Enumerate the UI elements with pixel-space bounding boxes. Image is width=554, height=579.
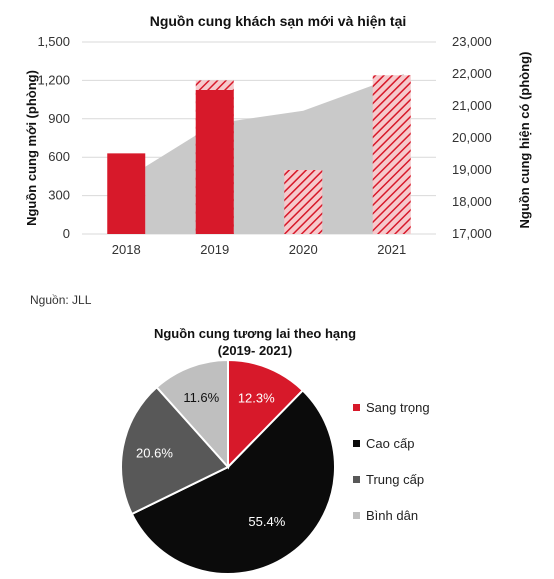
left-tick-label: 1,200	[37, 72, 70, 87]
x-tick-label: 2018	[112, 242, 141, 257]
legend-swatch	[353, 404, 360, 411]
source-note: Nguồn: JLL	[30, 293, 92, 307]
legend-label: Bình dân	[366, 508, 418, 523]
right-tick-label: 22,000	[452, 66, 492, 81]
left-tick-label: 900	[48, 111, 70, 126]
pie-title-line2: (2019- 2021)	[218, 343, 292, 358]
bar-chart-title: Nguồn cung khách sạn mới và hiện tại	[150, 13, 407, 29]
pie-slice-label: 20.6%	[136, 446, 173, 461]
right-tick-label: 18,000	[452, 194, 492, 209]
left-tick-label: 1,500	[37, 34, 70, 49]
bar-series	[107, 75, 411, 235]
left-axis-ticks: 0 300 600 900 1,200 1,500	[37, 34, 70, 241]
legend-swatch	[353, 440, 360, 447]
pie-chart: 12.3% 55.4% 20.6% 11.6%	[120, 358, 336, 575]
x-tick-label: 2019	[200, 242, 229, 257]
bar-new-supply	[107, 153, 146, 234]
pie-title-line1: Nguồn cung tương lai theo hạng	[154, 326, 356, 341]
bar-new-supply	[195, 90, 234, 234]
left-tick-label: 0	[63, 226, 70, 241]
legend-label: Cao cấp	[366, 436, 414, 451]
x-axis-ticks: 2018 2019 2020 2021	[112, 242, 406, 257]
right-tick-label: 17,000	[452, 226, 492, 241]
right-tick-label: 21,000	[452, 98, 492, 113]
x-tick-label: 2021	[377, 242, 406, 257]
pie-slice	[120, 385, 230, 516]
pie-slice-label: 11.6%	[183, 390, 219, 405]
right-axis-ticks: 17,000 18,000 19,000 20,000 21,000 22,000 23,0…	[452, 34, 492, 241]
bar-planned	[284, 170, 323, 234]
legend-label: Sang trọng	[366, 400, 430, 415]
bar-planned	[372, 75, 411, 234]
right-axis-label: Nguồn cung hiện có (phòng)	[517, 52, 532, 229]
right-tick-label: 19,000	[452, 162, 492, 177]
right-tick-label: 20,000	[452, 130, 492, 145]
pie-slice-label: 12.3%	[238, 391, 275, 406]
legend-swatch	[353, 512, 360, 519]
right-tick-label: 23,000	[452, 34, 492, 49]
pie-slice	[155, 358, 229, 470]
legend-swatch	[353, 476, 360, 483]
pie-slice	[227, 358, 305, 470]
legend-label: Trung cấp	[366, 472, 424, 487]
pie-slice	[130, 389, 336, 575]
left-tick-label: 600	[48, 149, 70, 164]
pie-legend: Sang trọng Cao cấp Trung cấp Bình dân	[353, 400, 430, 523]
left-axis-label: Nguồn cung mới (phòng)	[24, 70, 39, 226]
left-tick-label: 300	[48, 188, 70, 203]
pie-slice-label: 55.4%	[248, 514, 285, 529]
x-tick-label: 2020	[289, 242, 318, 257]
